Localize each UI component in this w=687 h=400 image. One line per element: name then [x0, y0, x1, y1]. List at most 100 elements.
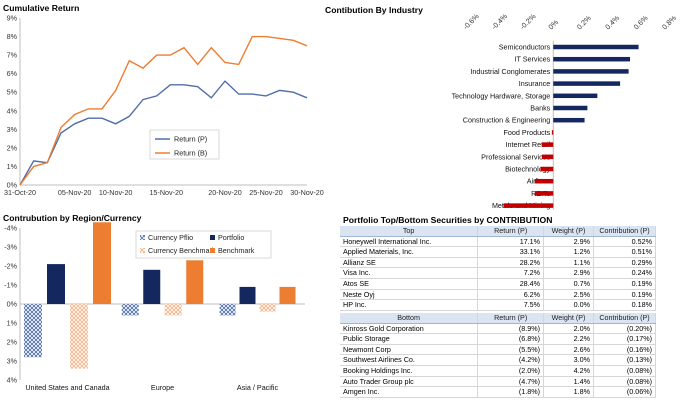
security-name-cell: HP Inc. — [340, 299, 479, 311]
value-cell: (0.13%) — [593, 354, 656, 366]
y-tick-label: 0% — [7, 300, 18, 309]
value-cell: (1.8%) — [477, 386, 545, 398]
value-cell: (0.08%) — [593, 365, 656, 377]
column-header: Return (P) — [477, 313, 545, 324]
y-tick-label: 6% — [7, 69, 18, 78]
value-cell: 2.9% — [543, 236, 595, 248]
bar — [186, 260, 204, 304]
value-cell: 1.2% — [543, 246, 595, 258]
value-cell: (6.8%) — [477, 333, 545, 345]
value-cell: 3.0% — [543, 354, 594, 366]
value-cell: 7.2% — [477, 267, 545, 279]
value-cell: 1.8% — [543, 386, 594, 398]
table-row: Atos SE 28.4% 0.7% 0.19% — [340, 278, 656, 290]
security-name-cell: Amgen Inc. — [340, 386, 479, 398]
region-chart-title: Contrubution by Region/Currency — [3, 213, 142, 223]
y-tick-label: 9% — [7, 14, 18, 23]
category-label: Semiconductors — [499, 43, 551, 52]
bar — [503, 203, 554, 208]
x-tick-label: -0.2% — [518, 11, 538, 31]
value-cell: 0.29% — [593, 257, 656, 269]
bar — [219, 304, 236, 316]
y-tick-label: 4% — [7, 376, 18, 385]
y-tick-label: -2% — [4, 262, 17, 271]
column-header: Contribution (P) — [593, 313, 656, 324]
legend-swatch — [210, 248, 215, 253]
y-tick-label: 8% — [7, 32, 18, 41]
table-row: Honeywell International Inc. 17.1% 2.9% 0.5… — [340, 236, 656, 248]
securities-table-title: Portfolio Top/Bottom Securities by CONTR… — [343, 215, 553, 225]
security-name-cell: Auto Trader Group plc — [340, 376, 479, 388]
security-name-cell: Honeywell International Inc. — [340, 236, 479, 248]
category-label: Insurance — [519, 79, 551, 88]
value-cell: 28.2% — [477, 257, 545, 269]
category-label: Professional Services — [481, 152, 551, 161]
x-tick-label: 10-Nov-20 — [99, 188, 133, 197]
category-label: Internet Retail — [506, 140, 551, 149]
table-row: Visa Inc. 7.2% 2.9% 0.24% — [340, 267, 656, 279]
bar — [279, 286, 296, 304]
value-cell: (5.5%) — [477, 344, 545, 356]
bar — [553, 56, 631, 62]
table-header-row: Top Return (P) Weight (P) Contribution (P) — [340, 226, 656, 237]
value-cell: 2.2% — [543, 333, 594, 345]
y-tick-label: 3% — [7, 125, 18, 134]
column-header: Bottom — [340, 313, 479, 324]
table-row: Kinross Gold Corporation (8.9%) 2.0% (0.20%… — [340, 323, 656, 335]
value-cell: 6.2% — [477, 289, 545, 301]
security-name-cell: Atos SE — [340, 278, 479, 290]
category-label: Industrial Conglomerates — [470, 67, 550, 76]
value-cell: 2.9% — [543, 267, 595, 279]
legend-label: Currency Pflio — [148, 233, 193, 242]
bar — [551, 130, 554, 135]
bar — [540, 166, 554, 172]
category-label: IT Services — [514, 55, 550, 64]
bottom-securities-table: Bottom Return (P) Weight (P) Contribution (… — [340, 313, 656, 398]
x-tick-label: 0.2% — [575, 13, 593, 31]
y-tick-label: 2% — [7, 143, 18, 152]
value-cell: (4.2%) — [477, 354, 545, 366]
category-label: Food Products — [504, 128, 551, 137]
legend-label: Benchmark — [218, 246, 255, 255]
cumulative-return-title: Cumulative Return — [3, 3, 80, 13]
x-tick-label: 31-Oct-20 — [4, 188, 36, 197]
cumulative-return-chart: 0% 1% 2% 3% 4% 5% 6% 7% 8% 9% 31-Oct-20 05-Nov-20 10… — [4, 14, 324, 198]
value-cell: 0.52% — [593, 236, 656, 248]
bar — [553, 69, 629, 74]
value-cell: 2.0% — [543, 323, 594, 335]
column-header: Weight (P) — [543, 226, 595, 237]
bar — [93, 222, 111, 304]
column-header: Weight (P) — [543, 313, 594, 324]
value-cell: 0.24% — [593, 267, 656, 279]
y-tick-label: -3% — [4, 243, 17, 252]
x-tick-label: -0.6% — [461, 11, 481, 31]
y-tick-label: 2% — [7, 338, 18, 347]
security-name-cell: Visa Inc. — [340, 267, 479, 279]
value-cell: 0.7% — [543, 278, 595, 290]
x-tick-label: 0% — [546, 17, 560, 31]
security-name-cell: Neste Oyj — [340, 289, 479, 301]
y-tick-label: -4% — [4, 224, 17, 233]
bar — [239, 286, 256, 304]
table-row: Southwest Airlines Co. (4.2%) 3.0% (0.13%) — [340, 354, 656, 366]
value-cell: (0.08%) — [593, 376, 656, 388]
category-label: Technology Hardware, Storage — [452, 91, 551, 100]
x-tick-label: -0.4% — [489, 11, 509, 31]
security-name-cell: Southwest Airlines Co. — [340, 354, 479, 366]
x-tick-label: 05-Nov-20 — [58, 188, 92, 197]
x-tick-label: 15-Nov-20 — [149, 188, 183, 197]
bar — [553, 81, 621, 86]
value-cell: 2.5% — [543, 289, 595, 301]
y-tick-label: 7% — [7, 51, 18, 60]
bar — [534, 191, 554, 196]
table-row: Applied Materials, Inc. 33.1% 1.2% 0.51% — [340, 246, 656, 258]
table-row: Allianz SE 28.2% 1.1% 0.29% — [340, 257, 656, 269]
table-header-row: Bottom Return (P) Weight (P) Contribution (… — [340, 313, 656, 324]
bar — [164, 304, 182, 316]
x-tick-label: 0.8% — [660, 13, 678, 31]
bar — [47, 264, 65, 304]
legend-box — [149, 129, 220, 160]
x-tick-label: 30-Nov-20 — [290, 188, 324, 197]
security-name-cell: Kinross Gold Corporation — [340, 323, 479, 335]
security-name-cell: Newmont Corp — [340, 344, 479, 356]
